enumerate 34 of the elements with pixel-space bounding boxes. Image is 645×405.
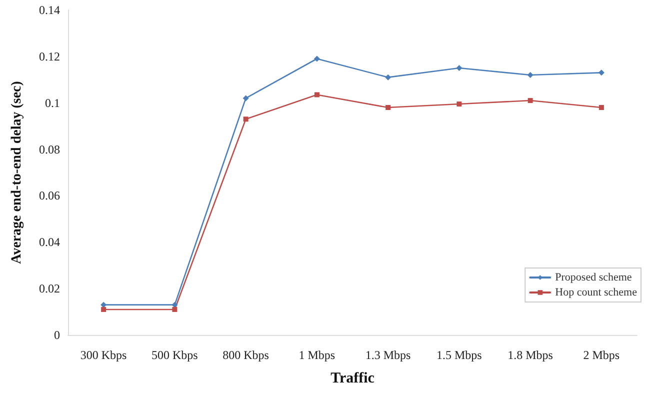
legend-label: Proposed scheme [555,272,632,284]
x-axis-title: Traffic [330,370,375,386]
point [528,98,533,104]
y-tick-label: 0.06 [39,188,60,203]
point [386,105,391,110]
point [598,70,604,76]
point [243,116,248,122]
y-tick-label: 0.02 [39,282,60,296]
x-tick-label: 500 Kbps [152,348,198,362]
y-tick-label: 0 [54,328,60,342]
y-tick-label: 0.12 [39,49,60,64]
point [456,65,462,72]
x-tick-label: 2 Mbps [583,348,620,362]
x-tick-label: 1.5 Mbps [436,348,482,362]
y-tick-label: 0.04 [39,235,60,250]
point [314,56,320,62]
y-axis-title: Average end-to-end delay (sec) [10,80,24,264]
y-tick-label: 0.08 [39,142,60,156]
point [598,105,604,110]
y-tick-label: 0.14 [39,3,60,17]
x-tick-label: 800 Kbps [222,348,270,362]
point [456,102,462,107]
point [527,72,534,78]
x-tick-label: 1.8 Mbps [508,348,554,362]
point [101,306,106,312]
point [314,92,320,98]
x-tick-label: 300 Kbps [80,348,128,362]
point [385,74,392,80]
point [242,95,249,102]
y-tick-label: 0.1 [45,96,60,110]
x-tick-label: 1.3 Mbps [365,348,412,362]
legend-label: Hop count scheme [555,286,638,298]
point [172,306,178,312]
x-tick-label: 1 Mbps [298,348,336,362]
